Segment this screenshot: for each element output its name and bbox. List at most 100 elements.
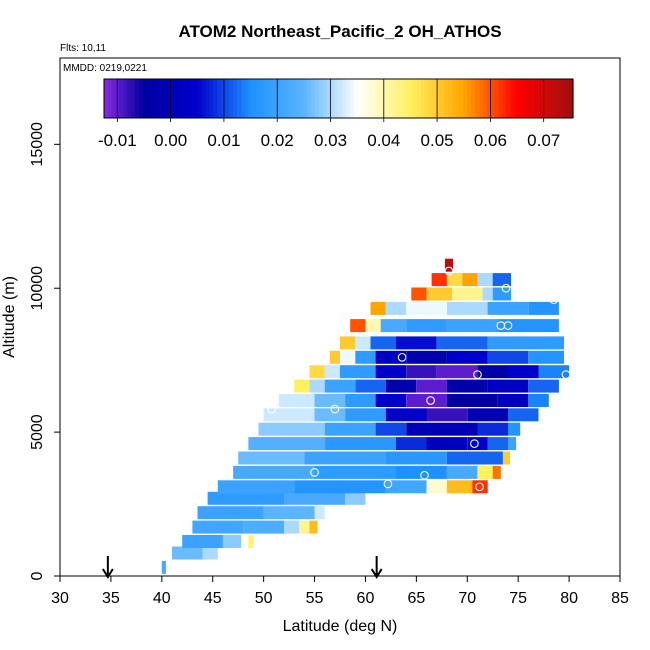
colorbar-strip [330, 79, 336, 118]
colorbar-strip [385, 79, 390, 118]
heatmap-cell [406, 365, 437, 379]
x-tick-label: 50 [255, 590, 273, 607]
colorbar-strip [197, 79, 203, 118]
sample-markers [267, 266, 571, 492]
colorbar-strip [428, 79, 433, 118]
sample-point [397, 352, 407, 362]
colorbar-strip [514, 79, 519, 118]
x-tick-label: 55 [306, 590, 324, 607]
colorbar-tick-label: 0.03 [314, 131, 347, 150]
heatmap-cell [263, 408, 315, 422]
flight-markers [102, 556, 383, 579]
colorbar-strip [158, 79, 164, 118]
heatmap-cell [314, 506, 325, 520]
heatmap-cell [375, 350, 407, 364]
colorbar-strip [436, 79, 441, 118]
heatmap-cell [436, 365, 478, 379]
colorbar-strip [408, 79, 414, 118]
colorbar-strip [440, 79, 445, 118]
colorbar-tick-label: 0.05 [421, 131, 454, 150]
colorbar-strip [182, 79, 187, 118]
colorbar-strip [139, 79, 144, 118]
sample-point [310, 468, 319, 477]
x-tick-label: 65 [407, 590, 425, 607]
colorbar-strip [178, 79, 183, 118]
x-tick-label: 85 [611, 590, 629, 607]
colorbar-strip [510, 79, 515, 118]
colorbar-strip [291, 79, 297, 118]
colorbar-strip [553, 79, 558, 118]
colorbar-strip [361, 79, 367, 118]
heatmap-cell [314, 465, 396, 479]
sample-point [473, 370, 482, 379]
heatmap-cell [528, 301, 559, 315]
mmdd-label: MMDD: 0219,0221 [63, 63, 147, 74]
colorbar-ticks: -0.01 0.00 0.01 0.02 0.03 0.04 0.05 0.06 0.07 [98, 79, 560, 150]
colorbar-strip [174, 79, 179, 118]
flights-label: Flts: 10,11 [60, 43, 106, 54]
heatmap-cell [462, 273, 478, 287]
heatmap-cell [446, 301, 488, 315]
heatmap-cell [233, 465, 315, 479]
colorbar-strip [232, 79, 238, 118]
colorbar-strip [467, 79, 472, 118]
heatmap-cell [299, 520, 310, 534]
colorbar-strip [115, 79, 121, 118]
colorbar-strip [471, 79, 476, 118]
colorbar-strip [127, 79, 132, 118]
heatmap-cell [406, 422, 478, 436]
heatmap-cell [508, 408, 539, 422]
heatmap-cell [528, 379, 559, 393]
y-axis: 0 5000 10000 15000 [29, 122, 60, 580]
heatmap-cell [487, 379, 529, 393]
colorbar-strip [401, 79, 406, 118]
colorbar-strip [432, 79, 437, 118]
colorbar-strip [522, 79, 527, 118]
colorbar-strip [322, 79, 328, 118]
heatmap-cell [528, 350, 564, 364]
colorbar-tick-label: 0.01 [207, 131, 240, 150]
heatmap-cell [406, 350, 447, 364]
colorbar [103, 78, 574, 119]
heatmap-cell [278, 394, 315, 407]
heatmap-cell [340, 336, 356, 350]
x-axis: 30 35 40 45 50 55 60 65 70 75 80 85 [51, 576, 629, 607]
heatmap-cell [385, 480, 427, 494]
heatmap-cell [446, 451, 503, 465]
heatmap-cell [340, 350, 356, 364]
heatmap-cell [375, 422, 407, 436]
colorbar-strip [342, 79, 347, 118]
heatmap-cell [487, 301, 529, 315]
colorbar-strip [393, 79, 398, 118]
colorbar-frame [103, 78, 574, 119]
colorbar-strip [256, 79, 261, 118]
colorbar-strip [209, 79, 215, 118]
heatmap-cell [309, 365, 325, 379]
colorbar-strip [303, 79, 308, 118]
x-tick-label: 60 [357, 590, 375, 607]
x-axis-label: Latitude (deg N) [283, 618, 398, 635]
colorbar-strip [311, 79, 316, 118]
sample-point [561, 370, 571, 379]
x-tick-label: 45 [204, 590, 222, 607]
heatmap-cell [492, 287, 511, 301]
colorbar-strip [377, 79, 383, 118]
heatmap-cell [508, 365, 539, 379]
colorbar-strip [404, 79, 410, 118]
heatmap-cell [446, 319, 498, 333]
colorbar-strip [299, 79, 304, 118]
heatmap-cell [492, 465, 501, 479]
heatmap-cell [508, 422, 521, 436]
heatmap-cell [345, 491, 366, 505]
heatmap-cell [314, 408, 345, 422]
heatmap-cell [172, 546, 203, 560]
heatmap-cells [161, 258, 569, 574]
colorbar-strip [123, 79, 129, 118]
heatmap-cell [217, 480, 295, 494]
chart-title: ATOM2 Northeast_Pacific_2 OH_ATHOS [178, 22, 501, 41]
colorbar-strip [463, 79, 469, 118]
heatmap-cell [467, 408, 508, 422]
colorbar-strip [279, 79, 285, 118]
sample-point [470, 439, 479, 448]
